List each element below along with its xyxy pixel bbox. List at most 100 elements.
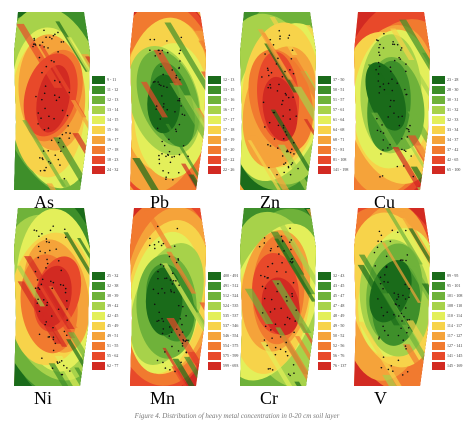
legend-swatch xyxy=(208,86,221,94)
legend-swatch xyxy=(432,322,445,330)
legend-range-label: 512 - 524 xyxy=(223,293,239,298)
legend-range-label: 42 - 65 xyxy=(447,157,459,162)
legend-range-label: 20 - 22 xyxy=(223,157,235,162)
element-label: Pb xyxy=(150,192,170,212)
legend-swatch xyxy=(318,156,331,164)
concentration-map-v xyxy=(354,208,430,386)
legend-swatch xyxy=(92,166,105,174)
legend-swatch xyxy=(318,116,331,124)
legend-swatch xyxy=(318,362,331,370)
legend-range-label: 65 - 100 xyxy=(447,167,461,172)
legend-swatch xyxy=(92,282,105,290)
legend-range-label: 24 - 32 xyxy=(107,167,119,172)
legend-swatch xyxy=(432,116,445,124)
legend-range-label: 34 - 37 xyxy=(447,137,459,142)
legend-range-label: 14 - 15 xyxy=(107,117,119,122)
legend-swatch xyxy=(432,136,445,144)
legend-swatch xyxy=(208,322,221,330)
legend-swatch xyxy=(318,352,331,360)
legend-swatch xyxy=(432,106,445,114)
legend-swatch xyxy=(432,342,445,350)
legend-range-label: 64 - 68 xyxy=(333,127,345,132)
legend-range-label: 33 - 34 xyxy=(447,127,459,132)
legend-range-label: 52 - 56 xyxy=(333,343,345,348)
legend-range-label: 15 - 16 xyxy=(223,97,235,102)
legend-swatch xyxy=(208,146,221,154)
legend-range-label: 117 - 127 xyxy=(447,333,463,338)
legend-swatch xyxy=(92,76,105,84)
legend-range-label: 16 - 17 xyxy=(223,107,235,112)
legend-range-label: 491 - 512 xyxy=(223,283,239,288)
legend-range-label: 22 - 26 xyxy=(223,167,235,172)
element-label: Cr xyxy=(260,388,278,408)
legend-swatch xyxy=(92,352,105,360)
legend-range-label: 71 - 81 xyxy=(333,147,345,152)
legend-swatch xyxy=(432,272,445,280)
legend-swatch xyxy=(208,136,221,144)
legend-swatch xyxy=(92,126,105,134)
legend-swatch xyxy=(92,96,105,104)
legend-range-label: 13 - 14 xyxy=(107,107,119,112)
legend-swatch xyxy=(208,126,221,134)
legend-range-label: 49 - 51 xyxy=(107,333,119,338)
legend-range-label: 62 - 77 xyxy=(107,363,119,368)
legend-range-label: 101 - 108 xyxy=(447,293,463,298)
legend-swatch xyxy=(432,352,445,360)
figure-caption: Figure 4. Distribution of heavy metal co… xyxy=(134,412,340,420)
legend-swatch xyxy=(432,96,445,104)
legend-range-label: 17 - 18 xyxy=(107,147,119,152)
legend-range-label: 9 - 11 xyxy=(107,77,117,82)
legend-swatch xyxy=(432,86,445,94)
concentration-map-mn xyxy=(130,208,206,386)
legend-range-label: 599 - 693 xyxy=(223,363,239,368)
legend-swatch xyxy=(92,332,105,340)
element-label: Ni xyxy=(34,388,52,408)
legend-range-label: 31 - 32 xyxy=(447,107,459,112)
legend-swatch xyxy=(92,136,105,144)
legend-range-label: 51 - 55 xyxy=(107,343,119,348)
legend-range-label: 15 - 16 xyxy=(107,127,119,132)
legend-swatch xyxy=(92,302,105,310)
legend-swatch xyxy=(208,332,221,340)
concentration-map-cu xyxy=(354,12,430,190)
legend-swatch xyxy=(432,282,445,290)
legend-swatch xyxy=(318,292,331,300)
legend-range-label: 18 - 23 xyxy=(107,157,119,162)
legend-range-label: 43 - 45 xyxy=(333,283,345,288)
concentration-map-cr xyxy=(240,208,316,386)
legend-range-label: 95 - 101 xyxy=(447,283,461,288)
legend-swatch xyxy=(318,96,331,104)
legend-swatch xyxy=(92,342,105,350)
legend-range-label: 32 - 33 xyxy=(447,117,459,122)
legend-swatch xyxy=(208,282,221,290)
legend-swatch xyxy=(208,352,221,360)
legend-range-label: 141 - 198 xyxy=(333,167,349,172)
legend-range-label: 39 - 42 xyxy=(107,303,119,308)
legend-swatch xyxy=(318,106,331,114)
legend-swatch xyxy=(92,312,105,320)
legend-swatch xyxy=(208,166,221,174)
legend-range-label: 19 - 20 xyxy=(223,147,235,152)
element-label: Zn xyxy=(260,192,280,212)
legend-range-label: 56 - 76 xyxy=(333,353,345,358)
legend-swatch xyxy=(318,302,331,310)
legend-range-label: 38 - 39 xyxy=(107,293,119,298)
legend-swatch xyxy=(432,292,445,300)
legend-range-label: 108 - 110 xyxy=(447,303,463,308)
legend-swatch xyxy=(432,332,445,340)
legend-range-label: 50 - 52 xyxy=(333,333,345,338)
legend-range-label: 537 - 546 xyxy=(223,323,239,328)
legend-swatch xyxy=(92,86,105,94)
legend-swatch xyxy=(432,126,445,134)
legend-range-label: 68 - 71 xyxy=(333,137,345,142)
legend-range-label: 81 - 108 xyxy=(333,157,347,162)
legend-range-label: 61 - 64 xyxy=(333,117,345,122)
legend-swatch xyxy=(318,76,331,84)
legend-range-label: 535 - 537 xyxy=(223,313,239,318)
element-label: As xyxy=(34,192,55,212)
legend-swatch xyxy=(208,292,221,300)
legend-swatch xyxy=(208,106,221,114)
legend-range-label: 49 - 50 xyxy=(333,323,345,328)
legend-swatch xyxy=(318,272,331,280)
legend-range-label: 127 - 141 xyxy=(447,343,463,348)
